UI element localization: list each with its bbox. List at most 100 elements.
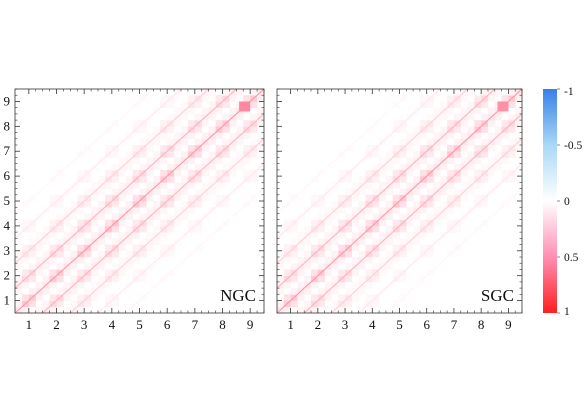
heatmap-cell (208, 101, 216, 108)
heatmap-cell (98, 263, 106, 270)
heatmap-cell (174, 120, 182, 127)
heatmap-cell (174, 107, 182, 115)
heatmap-cell (324, 281, 332, 289)
heatmap-cell (174, 169, 182, 177)
heatmap-cell (331, 225, 339, 233)
heatmap-cell (283, 281, 291, 289)
heatmap-cell (392, 182, 400, 189)
heatmap-cell (508, 113, 516, 121)
x-tick-label: 7 (451, 317, 458, 332)
heatmap-cell (77, 219, 85, 227)
heatmap-cell (70, 238, 78, 245)
heatmap-cell (250, 176, 258, 183)
heatmap-cell (283, 306, 291, 313)
heatmap-cell (426, 188, 434, 196)
heatmap-cell (440, 201, 448, 208)
heatmap-cell (132, 219, 140, 227)
heatmap-cell (167, 250, 175, 258)
heatmap-cell (187, 95, 196, 102)
heatmap-cell (460, 107, 468, 115)
heatmap-cell (21, 257, 30, 264)
heatmap-cell (453, 101, 462, 108)
heatmap-cell (125, 176, 133, 183)
heatmap-cell (160, 194, 168, 202)
diagonal-band-line (277, 89, 468, 264)
y-tick-label: 4 (4, 218, 11, 233)
heatmap-cell (21, 306, 30, 313)
heatmap-cell (317, 275, 325, 283)
heatmap-cell (181, 113, 189, 121)
heatmap-cell (392, 244, 400, 252)
heatmap-cell (304, 250, 312, 258)
heatmap-cell (70, 288, 78, 295)
heatmap-cell (84, 188, 92, 196)
heatmap-cell (474, 120, 482, 127)
heatmap-cell (167, 225, 175, 233)
heatmap-cell (399, 188, 407, 196)
heatmap-cell (153, 213, 161, 220)
heatmap-cell (508, 176, 516, 183)
heatmap-cell (338, 219, 346, 227)
heatmap-cell (257, 132, 264, 140)
heatmap-cell (392, 169, 400, 177)
heatmap-cell (331, 213, 339, 220)
heatmap-cell (104, 219, 113, 227)
heatmap-cell (385, 250, 393, 258)
heatmap-cell (28, 263, 37, 270)
heatmap-cell (257, 107, 264, 115)
heatmap-cell (153, 138, 161, 146)
heatmap-cell (98, 238, 106, 245)
heatmap-cell (453, 89, 462, 96)
heatmap-cell (42, 225, 50, 233)
heatmap-cell (311, 219, 319, 227)
heatmap-cell (379, 194, 387, 202)
heatmap-cell (338, 306, 346, 313)
heatmap-cell (118, 244, 126, 252)
heatmap-cell (208, 138, 216, 146)
heatmap-cell (167, 138, 175, 146)
heatmap-cell (290, 300, 298, 308)
heatmap-cell (392, 269, 400, 276)
heatmap-cell (181, 201, 189, 208)
heatmap-cell (56, 201, 64, 208)
heatmap-cell (358, 250, 366, 258)
heatmap-cell (111, 176, 120, 183)
heatmap-cell (385, 238, 393, 245)
heatmap-cell (447, 182, 455, 189)
heatmap-cell (49, 281, 57, 289)
heatmap-cell (28, 288, 37, 295)
heatmap-cell (467, 151, 475, 158)
heatmap-cell (139, 201, 147, 208)
heatmap-cell (467, 176, 475, 183)
heatmap-cell (501, 120, 509, 127)
heatmap-cell (494, 113, 502, 121)
heatmap-cell (481, 89, 489, 96)
heatmap-cell (351, 207, 359, 214)
diagonal-band-line (277, 89, 441, 240)
heatmap-cell (229, 145, 237, 152)
heatmap-cell (215, 145, 223, 152)
heatmap-cell (338, 169, 346, 177)
heatmap-cell (487, 132, 496, 140)
heatmap-cell (250, 126, 258, 133)
heatmap-cell (487, 95, 496, 102)
heatmap-cell (304, 300, 312, 308)
heatmap-cell (304, 225, 312, 233)
heatmap-cell (379, 207, 387, 214)
heatmap-cell (139, 238, 147, 245)
heatmap-cell (345, 201, 353, 208)
heatmap-cell (160, 157, 168, 164)
heatmap-cell (132, 169, 140, 177)
diagonal-band-line (277, 89, 496, 289)
heatmap-cell (379, 244, 387, 252)
heatmap-cell (426, 101, 434, 108)
heatmap-cell (139, 188, 147, 196)
heatmap-cell (208, 163, 216, 171)
heatmap-cell (70, 201, 78, 208)
heatmap-cell (49, 294, 57, 301)
heatmap-cell (324, 269, 332, 276)
heatmap-cell (406, 145, 414, 152)
heatmap-cell (440, 213, 448, 220)
heatmap-cell (28, 238, 37, 245)
heatmap-cell (413, 138, 421, 146)
